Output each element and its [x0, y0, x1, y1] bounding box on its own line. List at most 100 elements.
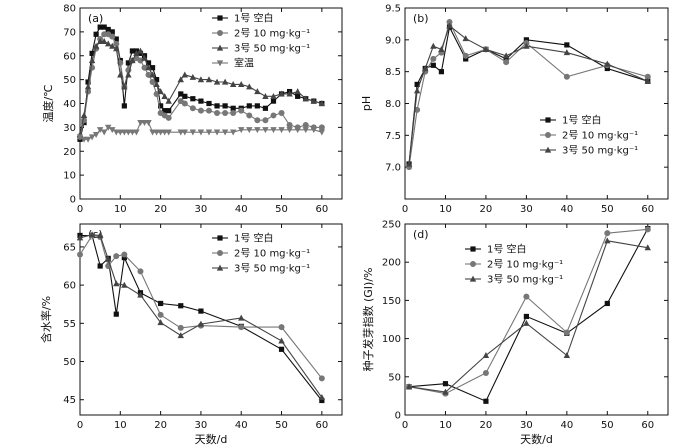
x-tick-label: 50: [601, 420, 614, 431]
y-axis-label: 温度/℃: [41, 84, 55, 122]
data-point: [149, 71, 156, 78]
data-point: [153, 90, 160, 97]
data-point: [318, 129, 326, 136]
data-point: [129, 129, 136, 136]
legend-label: 3号 50 mg·kg⁻¹: [234, 43, 310, 55]
x-tick-label: 50: [275, 204, 288, 215]
y-tick-label: 0: [395, 411, 401, 422]
data-point: [230, 110, 237, 117]
x-tick-label: 30: [520, 204, 533, 215]
legend: 1号 空白 2号 10 mg·kg⁻¹ 3号 50 mg·kg⁻¹: [212, 232, 310, 275]
data-point: [278, 324, 285, 331]
data-point: [96, 127, 104, 134]
series-line: [79, 40, 322, 135]
data-point: [137, 268, 144, 275]
data-point: [141, 120, 148, 126]
legend-marker: [469, 275, 477, 282]
data-point: [158, 300, 164, 307]
y-tick-label: 200: [382, 258, 401, 269]
data-point: [88, 134, 96, 141]
data-point: [270, 127, 277, 134]
series-4: [76, 120, 326, 143]
data-point: [157, 129, 164, 136]
panel-b: 0 10 20 30 40 50 60 7.0 7.5 8.0 8.5 9.0 9.5 (b) pH 1号 空…: [360, 4, 669, 215]
data-point: [246, 127, 253, 134]
data-point: [278, 337, 285, 344]
data-point: [294, 127, 301, 134]
data-point: [137, 291, 144, 298]
data-point: [270, 92, 277, 99]
y-tick-label: 7.0: [385, 163, 401, 174]
data-point: [295, 93, 301, 99]
data-point: [76, 234, 84, 241]
data-point: [125, 60, 131, 66]
data-point: [125, 71, 132, 78]
data-point: [318, 100, 326, 107]
data-point: [197, 129, 205, 136]
x-tick-label: 10: [439, 204, 452, 215]
data-point: [149, 79, 156, 86]
data-point: [310, 97, 317, 104]
x-axis-label: 天数/d: [195, 433, 228, 445]
y-axis-label: 含水率/%: [39, 296, 53, 343]
series-line: [80, 234, 323, 401]
data-point: [604, 237, 611, 244]
data-point: [214, 110, 221, 117]
data-point: [254, 103, 260, 109]
data-point: [482, 352, 490, 359]
data-point: [254, 88, 261, 95]
data-point: [96, 232, 104, 239]
data-point: [141, 54, 148, 61]
data-point: [644, 226, 651, 233]
data-point: [442, 388, 449, 395]
data-point: [286, 127, 293, 134]
x-tick-label: 10: [114, 204, 127, 215]
data-point: [214, 103, 220, 109]
x-tick-label: 10: [114, 420, 127, 431]
legend-label: 2号 10 mg·kg⁻¹: [234, 28, 310, 40]
data-point: [129, 57, 136, 64]
data-point: [84, 83, 92, 90]
x-tick-label: 60: [641, 420, 654, 431]
data-point: [197, 107, 204, 114]
legend-marker: [216, 60, 224, 67]
data-point: [230, 105, 236, 111]
panel-label: (a): [88, 12, 103, 25]
data-point: [145, 60, 152, 66]
data-point: [254, 117, 261, 124]
legend-label: 3号 50 mg·kg⁻¹: [234, 263, 310, 275]
data-point: [109, 42, 116, 49]
data-point: [153, 129, 160, 136]
data-point: [563, 352, 571, 359]
data-point: [113, 280, 120, 287]
y-tick-label: 10: [63, 171, 76, 182]
data-point: [137, 47, 144, 54]
y-axis-label: pH: [360, 96, 373, 111]
data-point: [88, 231, 96, 238]
data-point: [462, 52, 469, 59]
data-point: [238, 314, 245, 321]
legend-marker: [544, 146, 552, 153]
data-point: [405, 160, 413, 167]
legend-label: 1号 空白: [562, 114, 602, 127]
data-point: [121, 255, 127, 261]
data-point: [105, 40, 112, 47]
y-axis-label: 种子发芽指数 (GI)/%: [361, 267, 375, 371]
plot-frame: [79, 223, 343, 416]
data-point: [113, 129, 120, 136]
data-point: [198, 98, 204, 104]
data-point: [238, 324, 245, 331]
legend-marker: [217, 235, 223, 241]
data-point: [105, 26, 111, 33]
data-point: [405, 383, 413, 390]
series-1: [406, 225, 651, 404]
data-point: [145, 64, 152, 71]
data-point: [278, 90, 285, 97]
data-point: [113, 40, 120, 47]
data-point: [121, 83, 128, 90]
data-point: [109, 29, 115, 35]
data-point: [644, 244, 651, 251]
legend-label: 室温: [234, 57, 254, 70]
data-point: [564, 42, 570, 48]
